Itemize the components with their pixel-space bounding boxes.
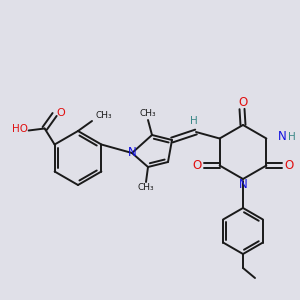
Text: CH₃: CH₃ — [96, 112, 112, 121]
Text: O: O — [238, 95, 247, 109]
Text: N: N — [238, 178, 247, 191]
Text: N: N — [128, 146, 136, 160]
Text: N: N — [278, 130, 286, 143]
Text: O: O — [192, 159, 201, 172]
Text: CH₃: CH₃ — [140, 110, 156, 118]
Text: HO: HO — [12, 124, 28, 134]
Text: H: H — [288, 131, 296, 142]
Text: O: O — [285, 159, 294, 172]
Text: CH₃: CH₃ — [138, 184, 154, 193]
Text: O: O — [56, 109, 65, 118]
Text: H: H — [190, 116, 198, 126]
